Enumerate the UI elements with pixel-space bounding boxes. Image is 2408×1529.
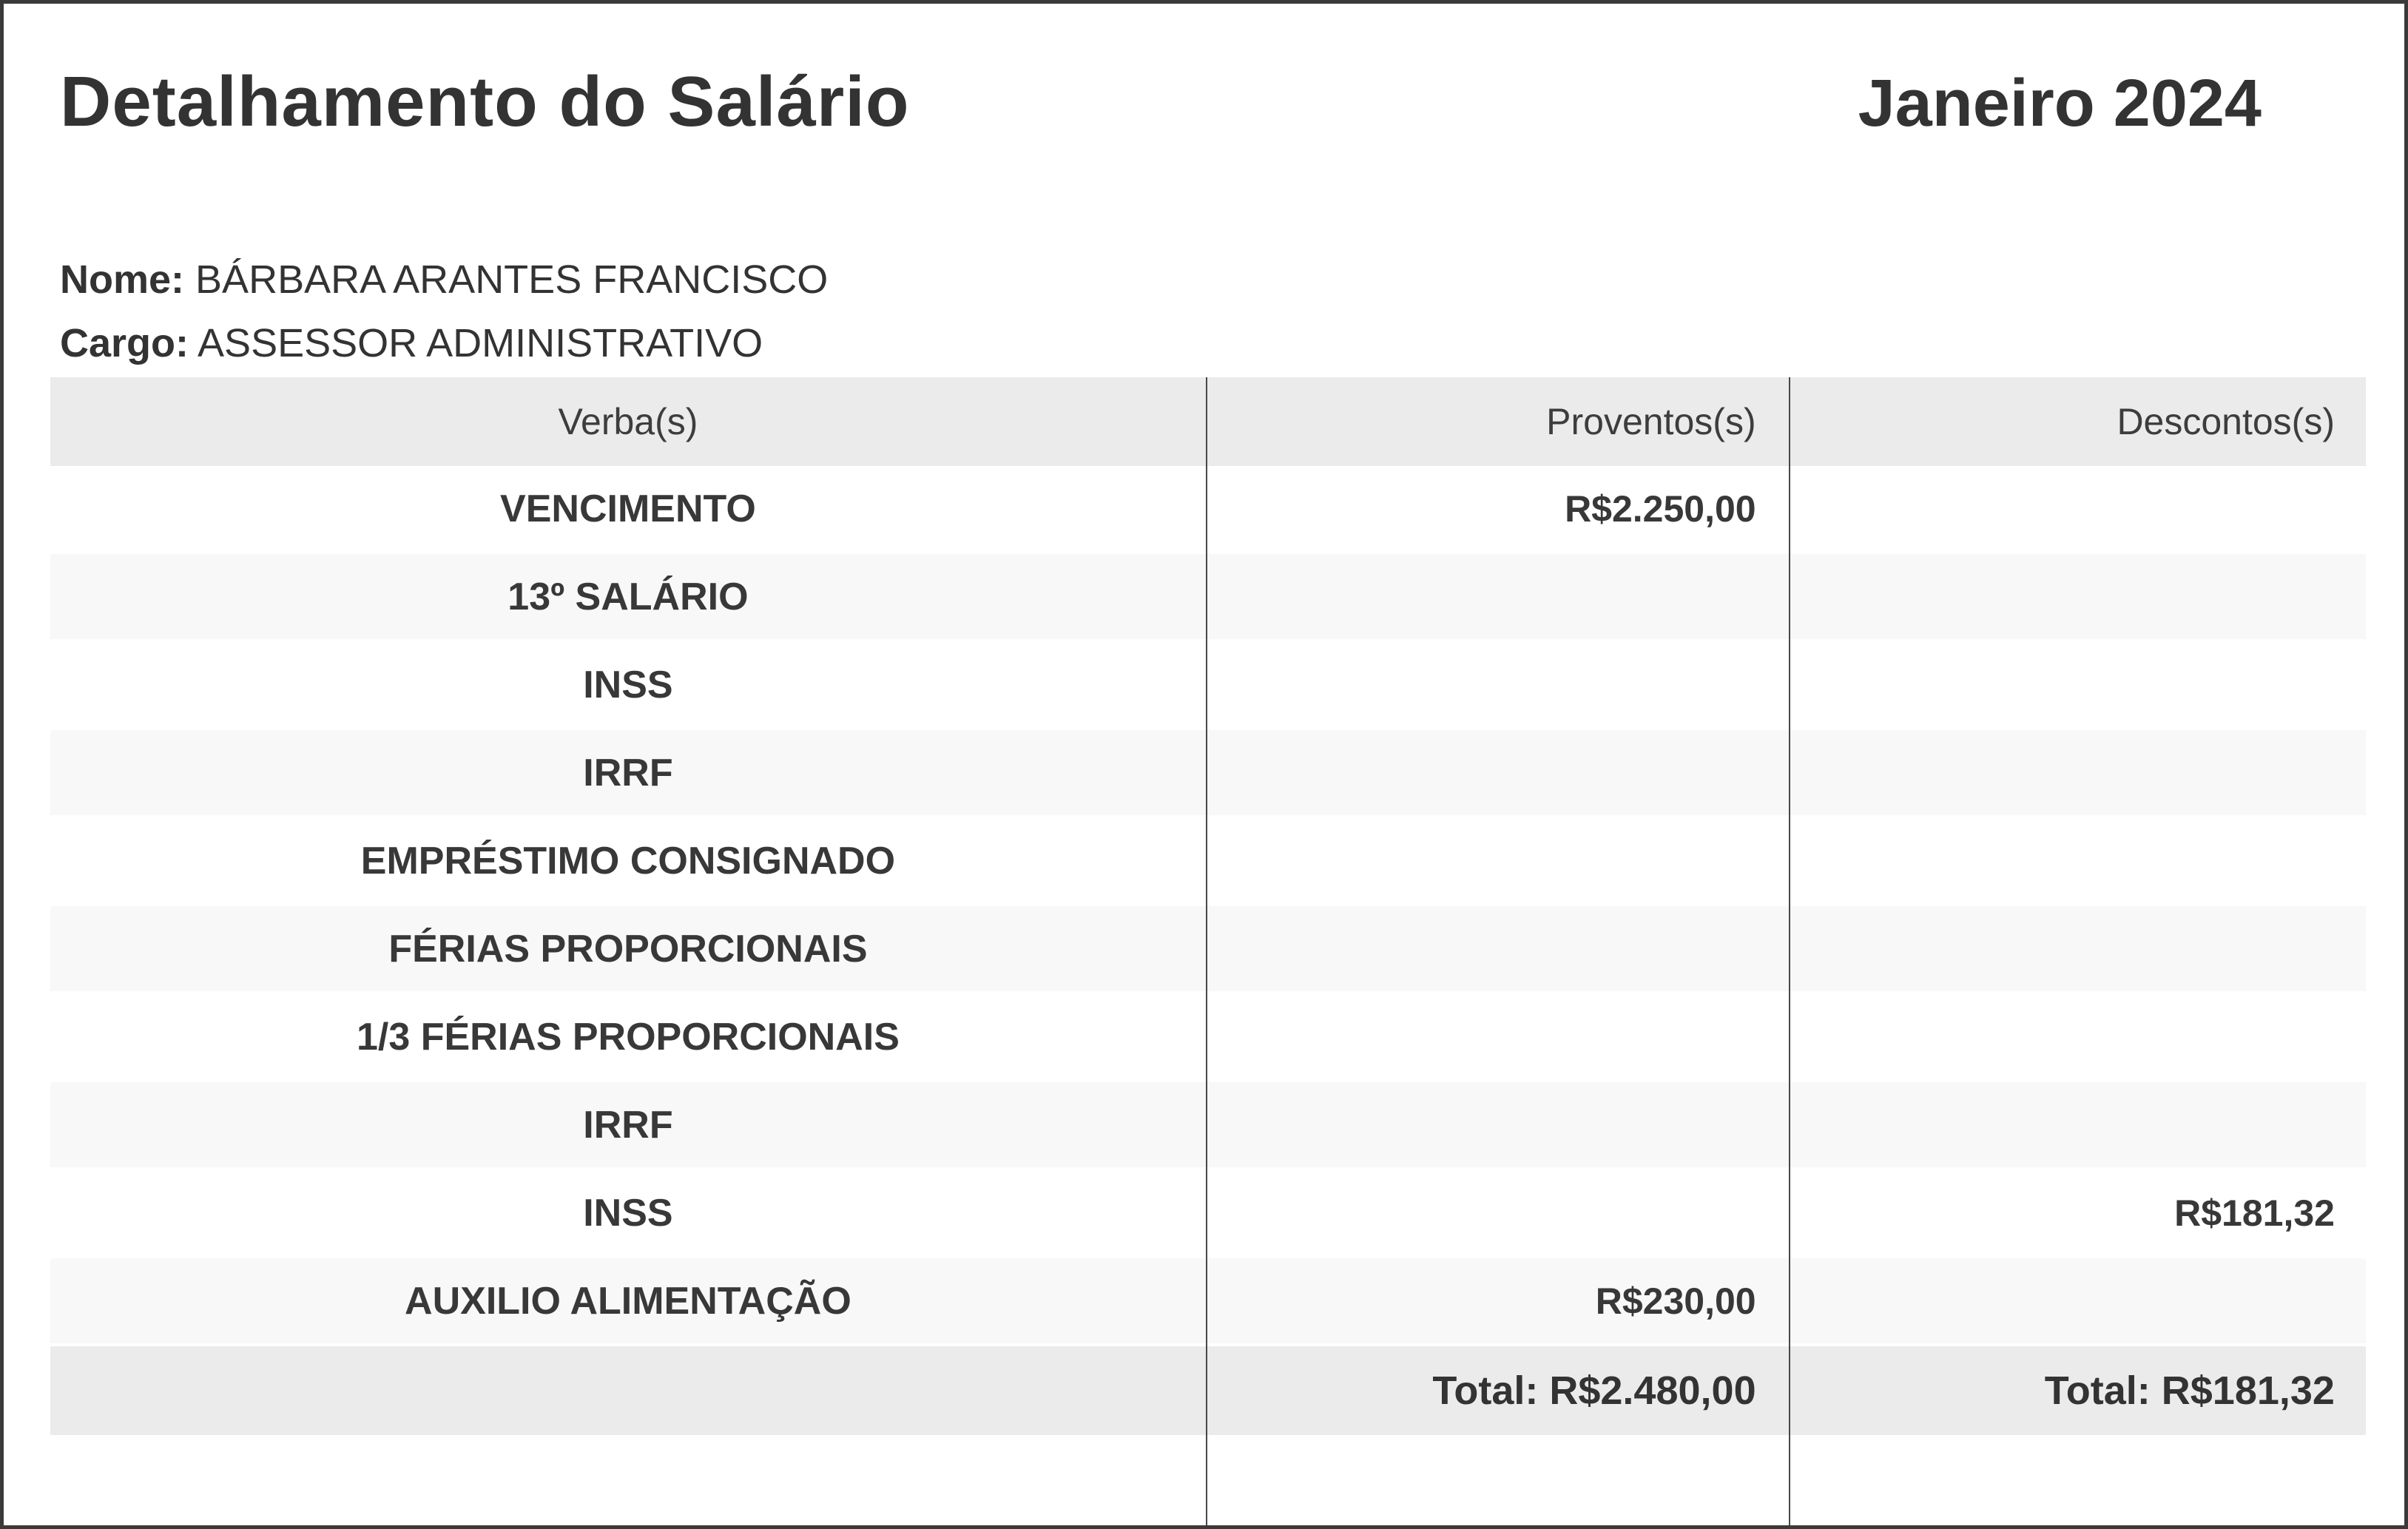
table-row: AUXILIO ALIMENTAÇÃO R$230,00 bbox=[50, 1258, 2366, 1346]
row-descontos: R$181,32 bbox=[2174, 1192, 2335, 1234]
table-row: IRRF bbox=[50, 730, 2366, 818]
row-verba: INSS bbox=[583, 1191, 673, 1235]
row-verba: AUXILIO ALIMENTAÇÃO bbox=[405, 1279, 851, 1323]
employee-name-line: Nome: BÁRBARA ARANTES FRANCISCO bbox=[60, 248, 828, 311]
row-verba: EMPRÉSTIMO CONSIGNADO bbox=[360, 839, 896, 882]
table-row: 1/3 FÉRIAS PROPORCIONAIS bbox=[50, 994, 2366, 1082]
row-verba: 1/3 FÉRIAS PROPORCIONAIS bbox=[356, 1015, 900, 1059]
table-body: VENCIMENTO R$2.250,00 13º SALÁRIO INSS I… bbox=[50, 466, 2366, 1346]
salary-table: Verba(s) Proventos(s) Descontos(s) VENCI… bbox=[50, 377, 2366, 1435]
header-verba: Verba(s) bbox=[558, 401, 698, 442]
column-divider-2 bbox=[1789, 377, 1790, 1525]
employee-role-line: Cargo: ASSESSOR ADMINISTRATIVO bbox=[60, 311, 828, 375]
table-row: 13º SALÁRIO bbox=[50, 554, 2366, 642]
total-proventos: Total: R$2.480,00 bbox=[1432, 1368, 1756, 1413]
table-total-row: Total: R$2.480,00 Total: R$181,32 bbox=[50, 1346, 2366, 1435]
row-verba: INSS bbox=[583, 663, 673, 706]
role-label: Cargo: bbox=[60, 321, 189, 365]
table-row: INSS R$181,32 bbox=[50, 1170, 2366, 1258]
column-divider-1 bbox=[1206, 377, 1207, 1525]
total-descontos: Total: R$181,32 bbox=[2044, 1368, 2335, 1413]
table-row: INSS bbox=[50, 642, 2366, 730]
header-proventos: Proventos(s) bbox=[1546, 401, 1756, 442]
row-proventos: R$230,00 bbox=[1595, 1280, 1756, 1322]
row-verba: VENCIMENTO bbox=[500, 487, 756, 530]
row-verba: IRRF bbox=[583, 1103, 673, 1147]
table-row: EMPRÉSTIMO CONSIGNADO bbox=[50, 818, 2366, 906]
table-row: IRRF bbox=[50, 1082, 2366, 1170]
row-verba: IRRF bbox=[583, 751, 673, 794]
period-label: Janeiro 2024 bbox=[1858, 67, 2262, 141]
table-header-row: Verba(s) Proventos(s) Descontos(s) bbox=[50, 377, 2366, 466]
table-row: VENCIMENTO R$2.250,00 bbox=[50, 466, 2366, 554]
employee-info: Nome: BÁRBARA ARANTES FRANCISCO Cargo: A… bbox=[60, 248, 828, 375]
page-title: Detalhamento do Salário bbox=[60, 62, 910, 141]
row-proventos: R$2.250,00 bbox=[1565, 487, 1756, 530]
table-row: FÉRIAS PROPORCIONAIS bbox=[50, 906, 2366, 994]
role-value: ASSESSOR ADMINISTRATIVO bbox=[198, 321, 763, 365]
name-value: BÁRBARA ARANTES FRANCISCO bbox=[195, 257, 829, 302]
name-label: Nome: bbox=[60, 257, 185, 302]
title-row: Detalhamento do Salário Janeiro 2024 bbox=[60, 61, 2262, 143]
row-verba: FÉRIAS PROPORCIONAIS bbox=[388, 927, 868, 971]
row-verba: 13º SALÁRIO bbox=[507, 575, 749, 618]
header-descontos: Descontos(s) bbox=[2117, 401, 2335, 442]
